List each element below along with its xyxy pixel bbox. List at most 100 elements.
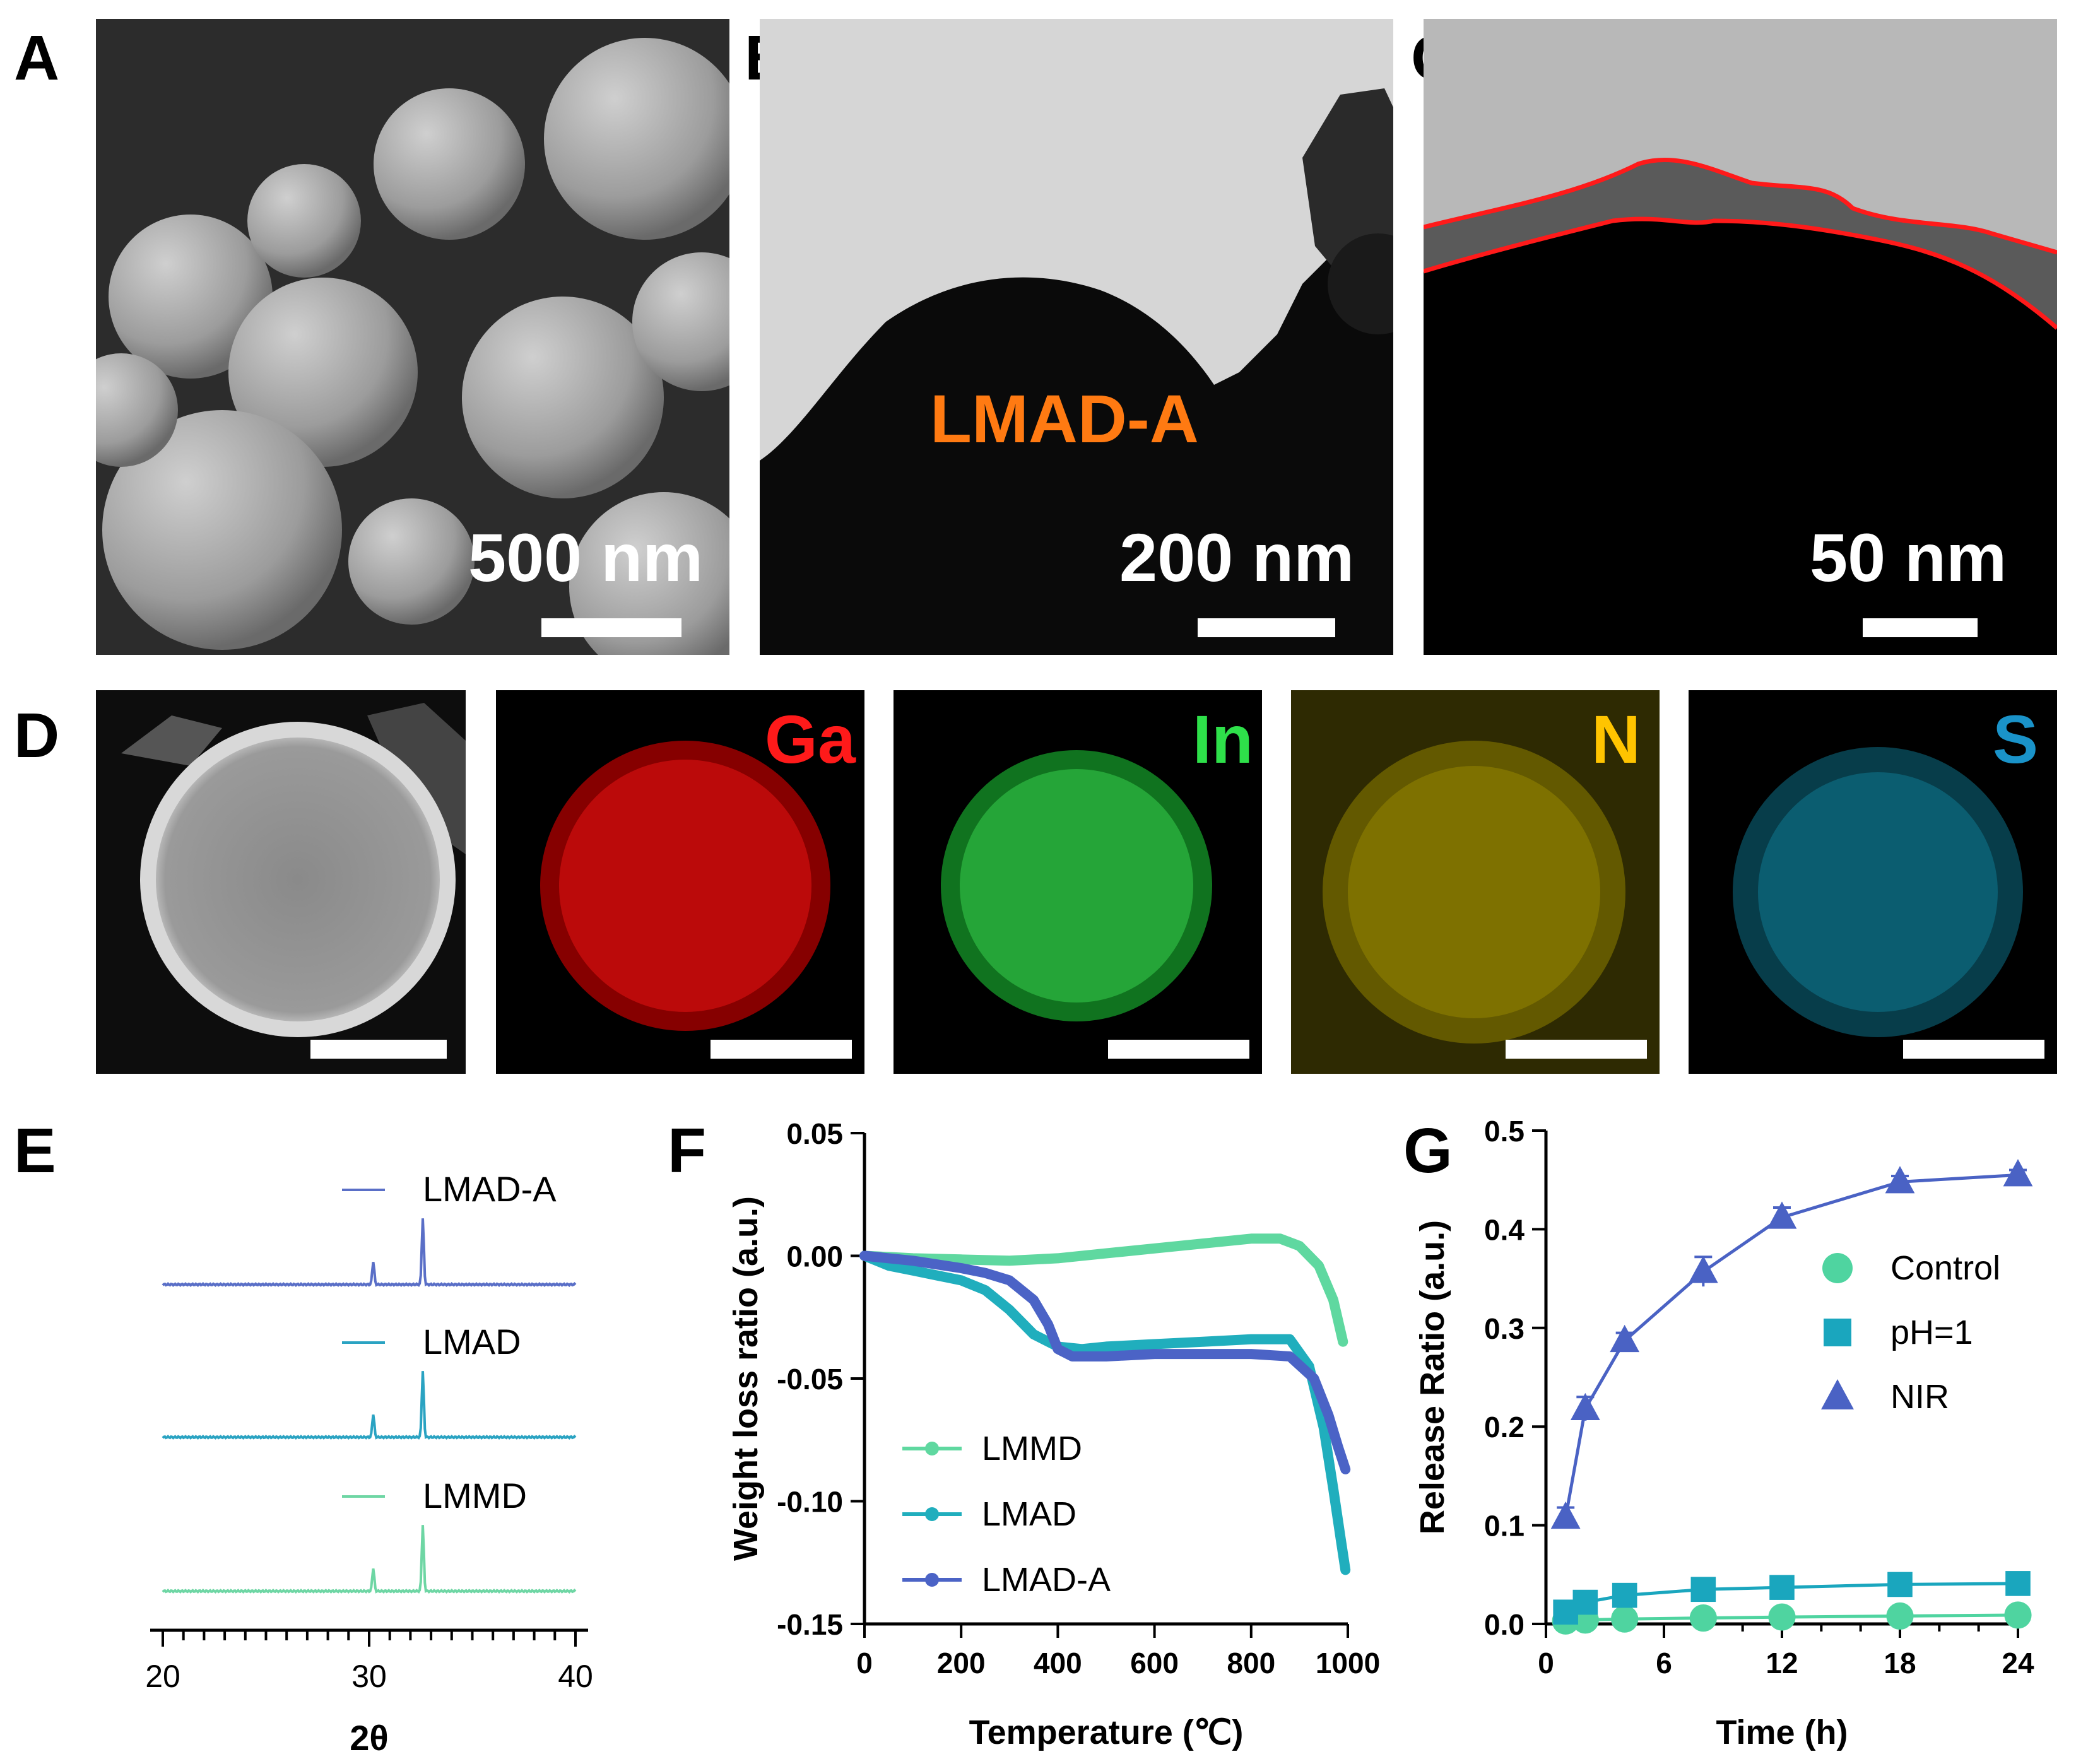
x-tick-label-f: 600	[1130, 1647, 1179, 1679]
x-tick-label-g: 6	[1656, 1647, 1672, 1679]
x-tick-label-e: 20	[145, 1659, 180, 1694]
panel-letter-e: E	[14, 1115, 56, 1186]
legend-label-f: LMAD-A	[982, 1561, 1111, 1599]
panel-letter-f: F	[668, 1115, 707, 1186]
legend-marker-f	[925, 1573, 939, 1587]
scale-bar-b	[1198, 618, 1335, 637]
hrtem-shell-graphic	[1424, 19, 2057, 655]
x-tick-label-f: 800	[1227, 1647, 1275, 1679]
data-point-g	[2003, 1159, 2033, 1187]
y-tick-label-g: 0.1	[1484, 1510, 1525, 1543]
data-point-g	[1769, 1575, 1795, 1600]
y-tick-label-g: 0.3	[1484, 1312, 1525, 1345]
scale-bar-d-ga	[711, 1040, 852, 1059]
element-label-ga: Ga	[764, 701, 856, 777]
element-label-in: In	[1193, 701, 1253, 777]
y-tick-label-f: 0.05	[786, 1117, 843, 1150]
legend-label-g: pH=1	[1890, 1314, 1973, 1351]
data-point-g	[1688, 1255, 1718, 1283]
sample-label-lmad-a: LMAD-A	[930, 380, 1199, 457]
scale-bar-d-haadf	[310, 1040, 447, 1059]
panel-letter-g: G	[1403, 1115, 1453, 1186]
panel-letter-d: D	[14, 700, 60, 771]
data-point-g	[2005, 1571, 2031, 1596]
data-point-g	[1612, 1582, 1637, 1608]
legend-label-g: Control	[1890, 1249, 2000, 1287]
data-point-g	[1767, 1201, 1797, 1229]
x-tick-label-g: 24	[2002, 1647, 2034, 1679]
scale-bar-a	[541, 618, 681, 637]
eds-n-dots	[1291, 690, 1660, 1074]
chart-f-tga: 0.05 0.00 -0.05 -0.10 -0.15 0 200 400 600 800 1000…	[727, 1117, 1380, 1751]
x-tick-label-e: 40	[558, 1659, 593, 1694]
scale-bar-c	[1863, 618, 1978, 637]
y-axis-label-g: Release Ratio (a.u.)	[1413, 1220, 1451, 1534]
legend-label-f: LMAD	[982, 1495, 1076, 1533]
haadf-image-panel-d	[96, 690, 466, 1074]
eds-map-n: N	[1291, 690, 1660, 1074]
scale-label-c: 50 nm	[1810, 519, 2007, 596]
series-line-f-lmmd	[859, 1233, 1348, 1347]
hrtem-image-panel-c: 50 nm	[1424, 19, 2057, 655]
chart-e-xrd: 20 30 40 2θ LMAD-A LMAD LMMD	[145, 1169, 593, 1758]
element-label-n: N	[1591, 701, 1641, 777]
data-point-g	[1886, 1602, 1914, 1630]
x-tick-label-f: 0	[856, 1647, 873, 1679]
legend-marker-f	[925, 1442, 939, 1455]
x-tick-label-f: 400	[1034, 1647, 1082, 1679]
legend-label-f: LMMD	[982, 1430, 1082, 1467]
eds-map-in: In	[894, 690, 1262, 1074]
data-point-g	[1689, 1604, 1717, 1632]
eds-s-dots	[1689, 690, 2057, 1074]
y-tick-label-g: 0.4	[1484, 1213, 1525, 1246]
data-point-g	[1887, 1572, 1913, 1597]
element-label-s: S	[1992, 701, 2038, 777]
legend-label-e: LMAD	[423, 1322, 521, 1361]
legend-label-g: NIR	[1890, 1378, 1949, 1416]
eds-in-dots	[894, 690, 1262, 1074]
sem-image-panel-a: 500 nm	[96, 19, 729, 655]
scale-bar-d-s	[1903, 1040, 2044, 1059]
data-point-g	[1610, 1324, 1640, 1353]
eds-ga-dots	[496, 690, 864, 1074]
y-tick-label-g: 0.0	[1484, 1608, 1525, 1641]
scale-bar-d-n	[1506, 1040, 1647, 1059]
series-line-e-lmad-a	[162, 1218, 577, 1287]
y-tick-label-f: -0.05	[777, 1363, 843, 1396]
haadf-particle-graphic	[96, 690, 466, 1074]
data-point-g	[1570, 1392, 1600, 1421]
x-tick-label-g: 18	[1884, 1647, 1916, 1679]
y-tick-label-f: -0.15	[777, 1608, 843, 1641]
panel-letter-a: A	[14, 23, 60, 93]
series-line-e-lmad	[162, 1371, 577, 1440]
data-point-g	[1550, 1501, 1581, 1529]
data-point-g	[1690, 1577, 1716, 1602]
y-axis-label-f: Weight loss ratio (a.u.)	[727, 1196, 765, 1561]
sem-spheres-graphic	[96, 19, 729, 655]
scale-bar-d-in	[1108, 1040, 1249, 1059]
legend-marker-g	[1821, 1379, 1854, 1409]
legend-label-e: LMAD-A	[423, 1169, 557, 1209]
data-point-g	[1768, 1603, 1796, 1631]
series-line-f-lmad-a	[859, 1250, 1351, 1474]
y-tick-label-g: 0.5	[1484, 1115, 1525, 1148]
tem-particle-graphic	[760, 19, 1393, 655]
x-axis-label-e: 2θ	[350, 1718, 388, 1758]
data-point-g	[2004, 1601, 2032, 1629]
x-tick-label-g: 0	[1538, 1647, 1554, 1679]
legend-marker-g	[1824, 1319, 1851, 1346]
tem-image-panel-b: LMAD-A 200 nm	[760, 19, 1393, 655]
data-point-g	[1572, 1589, 1598, 1615]
y-tick-label-f: 0.00	[786, 1240, 843, 1273]
y-tick-label-g: 0.2	[1484, 1411, 1525, 1444]
x-tick-label-g: 12	[1766, 1647, 1798, 1679]
y-tick-label-f: -0.10	[777, 1486, 843, 1519]
eds-map-ga: Ga	[496, 690, 864, 1074]
x-tick-label-f: 200	[937, 1647, 986, 1679]
x-tick-label-e: 30	[351, 1659, 387, 1694]
chart-g-release: 0.0 0.1 0.2 0.3 0.4 0.5 0 6 12 18 24 Time (h) Releas…	[1413, 1115, 2034, 1751]
scale-label-b: 200 nm	[1119, 519, 1355, 596]
eds-map-s: S	[1689, 690, 2057, 1074]
scale-label-a: 500 nm	[468, 519, 704, 596]
